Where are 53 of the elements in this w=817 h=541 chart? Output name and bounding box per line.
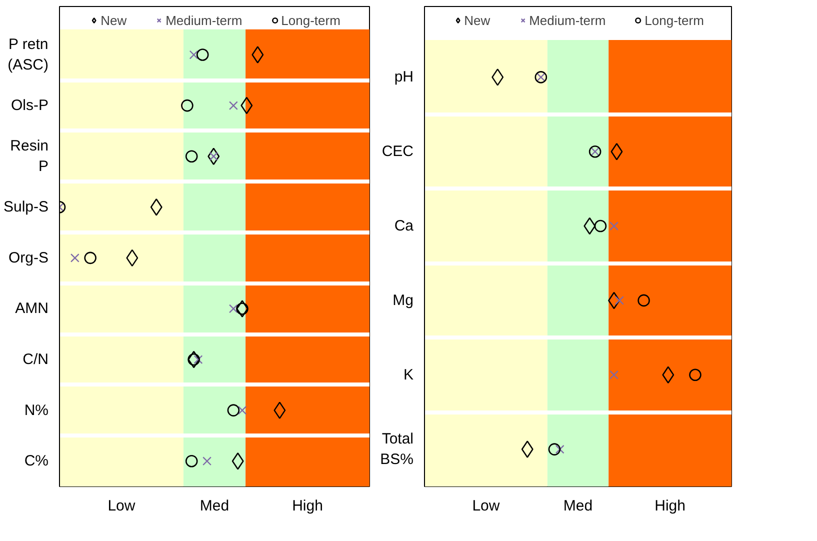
y-tick-label: K: [403, 366, 414, 384]
y-tick-label: Total BS%: [380, 430, 414, 468]
point: [610, 370, 618, 380]
point: [521, 440, 534, 458]
point: [274, 402, 286, 419]
point: [610, 222, 618, 231]
point: [188, 353, 200, 366]
legend-label: Medium-term: [529, 12, 606, 28]
band-label: Med: [563, 498, 593, 514]
band-label: Low: [108, 498, 136, 514]
band-label: High: [292, 498, 323, 514]
y-tick-label: CEC: [382, 143, 414, 160]
point: [594, 220, 607, 232]
legend-label: New: [464, 12, 490, 28]
y-tick-label: Sulp-S: [3, 198, 49, 216]
point: [555, 444, 564, 454]
legend-label: Medium-term: [166, 12, 242, 28]
band-label: Med: [200, 498, 230, 514]
y-tick-label: Ca: [394, 218, 414, 235]
legend-label: Long-term: [644, 12, 704, 28]
point: [614, 296, 624, 305]
legend-label: New: [100, 12, 127, 28]
point: [70, 253, 80, 262]
point: [181, 99, 194, 112]
y-tick-label: P retn (ASC): [8, 36, 49, 74]
y-tick-label: C/N: [22, 351, 49, 368]
point: [84, 252, 96, 264]
y-tick-label: Org-S: [8, 249, 49, 266]
point: [689, 368, 702, 382]
y-tick-label: pH: [394, 68, 414, 86]
y-tick-label: N%: [24, 402, 48, 419]
point: [252, 46, 264, 64]
point: [202, 456, 212, 466]
point: [196, 48, 209, 61]
y-tick-label: Mg: [392, 292, 414, 309]
point: [185, 454, 198, 468]
band-label: Low: [472, 498, 500, 514]
point: [638, 294, 650, 307]
y-tick-label: C%: [24, 452, 48, 470]
point: [492, 68, 504, 86]
point: [185, 150, 198, 162]
point: [208, 148, 220, 165]
point: [228, 101, 238, 110]
point: [228, 304, 238, 314]
band-label: High: [654, 498, 686, 514]
point: [227, 404, 240, 416]
y-tick-label: Ols-P: [11, 97, 48, 114]
legend-label: Long-term: [281, 12, 340, 28]
point: [238, 406, 247, 415]
point: [189, 50, 198, 60]
point: [548, 443, 561, 456]
y-tick-label: Resin P: [10, 138, 49, 176]
y-tick-label: AMN: [15, 300, 49, 318]
